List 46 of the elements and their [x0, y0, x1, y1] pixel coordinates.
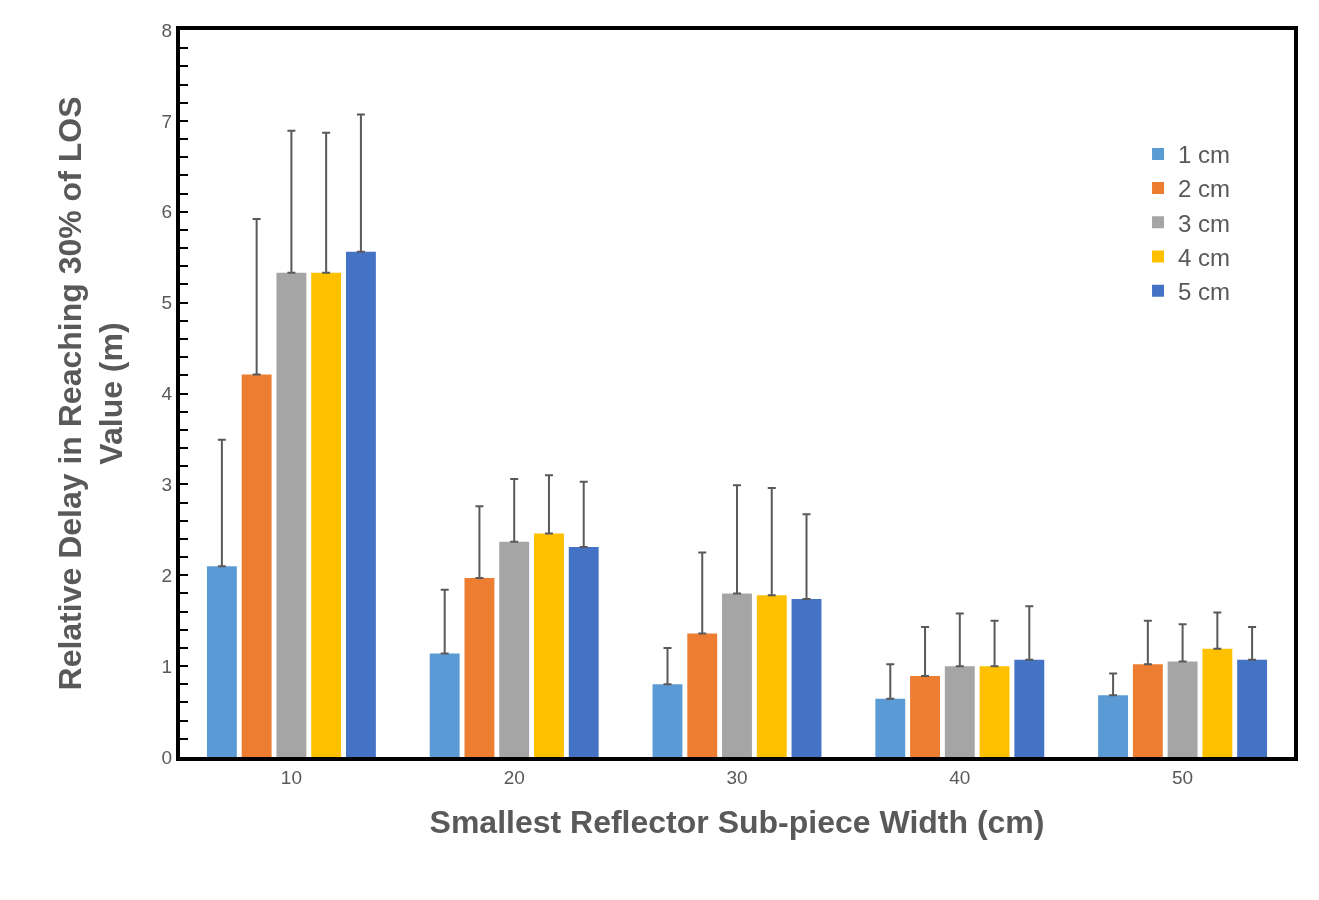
y-tick-label: 3 [161, 474, 173, 496]
legend-label: 5 cm [1178, 278, 1231, 306]
bar [206, 566, 237, 757]
y-axis-title: Relative Delay in Reaching 30% of LOS Value (m) [51, 96, 130, 691]
x-tick-label: 30 [726, 766, 748, 788]
legend-label: 3 cm [1178, 209, 1231, 237]
y-tick-label: 1 [161, 655, 173, 677]
y-tick-label: 0 [161, 746, 173, 768]
y-tick-label: 7 [161, 110, 173, 132]
bar [875, 698, 906, 757]
bar [241, 374, 272, 757]
y-tick-label: 6 [161, 201, 173, 223]
bar [722, 593, 752, 757]
bar [687, 633, 718, 757]
x-tick-label: 50 [1172, 766, 1194, 788]
bar [534, 533, 564, 757]
legend-label: 1 cm [1178, 141, 1231, 169]
bar [1167, 661, 1198, 757]
bar [311, 272, 342, 757]
bar [756, 595, 787, 757]
bar [429, 653, 460, 757]
y-tick-label: 8 [161, 19, 173, 41]
bar [1202, 648, 1233, 757]
bar [791, 598, 822, 757]
bar [1014, 659, 1045, 757]
x-tick-label: 10 [280, 766, 302, 788]
y-tick-label: 4 [161, 383, 173, 405]
bar [345, 251, 376, 757]
bar [464, 577, 495, 757]
bar [652, 684, 683, 757]
bar [979, 666, 1010, 757]
legend-label: 4 cm [1178, 243, 1231, 271]
bar [944, 666, 975, 757]
bar [1132, 664, 1163, 757]
legend-label: 2 cm [1178, 175, 1231, 203]
x-tick-label: 40 [949, 766, 971, 788]
bar [1098, 695, 1129, 757]
x-tick-label: 20 [503, 766, 525, 788]
x-axis-title: Smallest Reflector Sub-piece Width (cm) [429, 804, 1045, 841]
bar [910, 676, 940, 757]
bar [568, 547, 599, 757]
y-tick-label: 2 [161, 564, 173, 586]
bar [276, 272, 307, 757]
bar [1237, 659, 1268, 757]
bar [499, 541, 530, 757]
y-tick-label: 5 [161, 292, 173, 314]
